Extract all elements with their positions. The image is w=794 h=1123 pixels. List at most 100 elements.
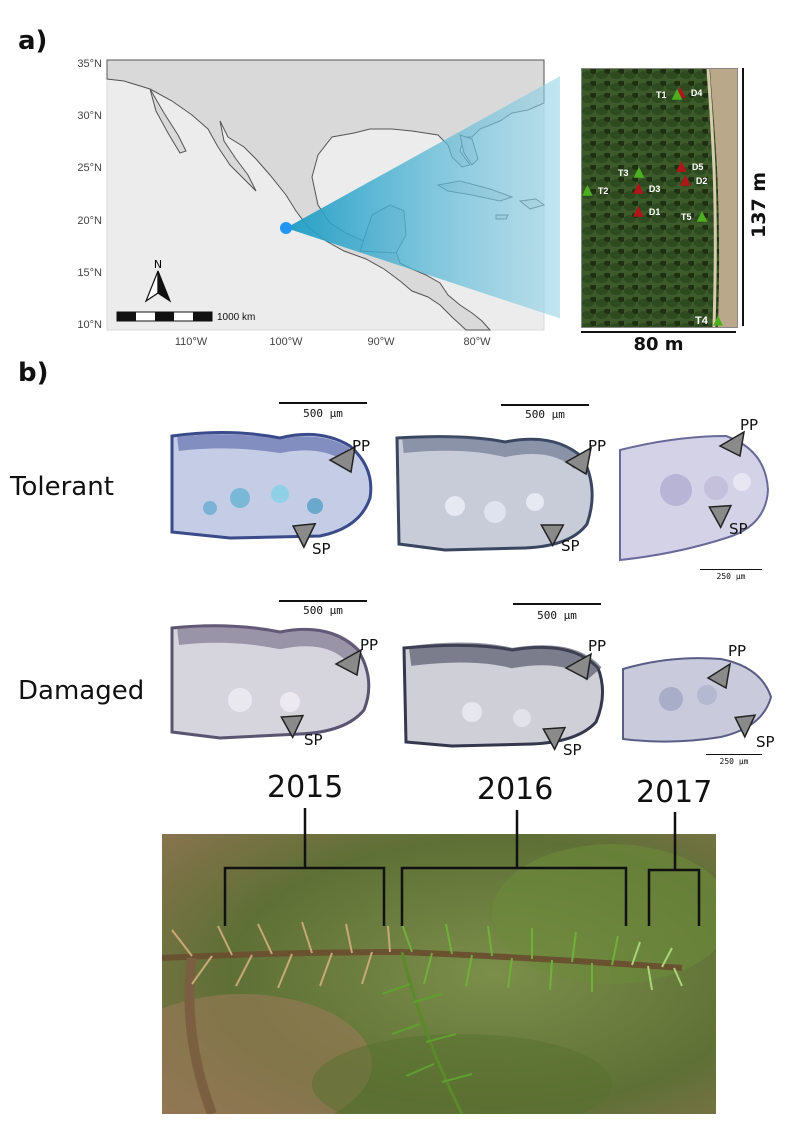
- scale-bar-500-tol-2016: [501, 404, 589, 406]
- bracket-2016: [400, 866, 628, 926]
- tree-icon: ▲: [680, 172, 691, 188]
- sp-arrow-icon: [280, 714, 305, 740]
- pp-arrow-icon: [334, 648, 362, 677]
- tree-marker-t1: T1 ▲: [656, 86, 683, 102]
- tree-icon: ▲: [671, 86, 683, 102]
- tree-icon: ▲: [633, 164, 645, 180]
- tissue-arrows: [280, 430, 757, 752]
- pp-arrow-icon: [564, 652, 592, 681]
- scale-bar-label: 250 µm: [719, 757, 749, 766]
- tree-marker-d3: ▲ D3: [633, 180, 661, 196]
- pp-label: PP: [728, 642, 747, 660]
- scale-bar-label: 500 µm: [537, 609, 577, 622]
- scale-bar-250-tol-2017: [700, 569, 762, 570]
- location-map: 35°N 30°N 25°N 20°N 15°N 10°N 110°W 100°…: [77, 58, 560, 348]
- micrograph-tolerant-2015: [170, 430, 373, 540]
- site-satellite-image: ▲ D4 T1 ▲ ▲ D5 ▲ D2 T3 ▲ ▲ D3 ▲ T2 ▲ D1 …: [581, 68, 738, 328]
- tree-icon: ▲: [712, 313, 723, 328]
- sp-arrow-icon: [540, 524, 565, 547]
- tree-icon: ▲: [676, 158, 687, 174]
- scale-bar-label: 500 µm: [303, 407, 343, 420]
- tree-icon: ▲: [582, 182, 593, 198]
- pp-arrow-icon: [706, 662, 732, 690]
- scale-bar-250-dam-2017: [706, 754, 762, 755]
- branch-photo-illustration: [162, 834, 716, 1114]
- map-scale-bar: 1000 km: [116, 311, 255, 323]
- site-marker: [280, 222, 292, 234]
- tree-icon: ▲: [633, 203, 644, 219]
- scale-bar-500-dam-2015: [279, 600, 367, 602]
- svg-text:N: N: [154, 258, 162, 271]
- micrograph-damaged-2015: [170, 624, 371, 740]
- sp-arrow-icon: [542, 726, 567, 752]
- panel-a-label: a): [18, 26, 48, 56]
- sp-label: SP: [312, 540, 331, 558]
- sp-arrow-icon: [734, 714, 757, 739]
- pp-arrow-icon: [718, 430, 746, 458]
- site-width-scale-line: [581, 331, 736, 333]
- lon-tick: 90°W: [367, 336, 395, 348]
- row-label-tolerant: Tolerant: [10, 472, 114, 502]
- zoom-projection-cone: [286, 76, 560, 319]
- bracket-2017: [647, 868, 701, 926]
- sp-label: SP: [304, 731, 323, 749]
- sp-label: SP: [729, 520, 748, 538]
- tree-icon: ▲: [633, 180, 644, 196]
- tree-icon: ▲: [675, 84, 686, 100]
- sp-label: SP: [561, 537, 580, 555]
- sp-label: SP: [756, 733, 775, 751]
- satellite-canopy: [582, 69, 737, 327]
- pp-label: PP: [588, 637, 607, 655]
- tree-marker-t5: T5 ▲: [681, 208, 708, 224]
- pp-label: PP: [588, 437, 607, 455]
- pp-label: PP: [360, 636, 379, 654]
- lat-tick: 25°N: [77, 162, 102, 174]
- scale-bar-500-dam-2016: [513, 603, 601, 605]
- site-width-label: 80 m: [633, 334, 684, 355]
- bracket-2015: [223, 866, 386, 926]
- svg-text:1000 km: 1000 km: [217, 312, 255, 323]
- longitude-ticks: 110°W 100°W 90°W 80°W: [175, 336, 491, 348]
- tree-marker-t4: T4 ▲: [695, 313, 723, 328]
- lat-tick: 35°N: [77, 58, 102, 70]
- baja-california: [149, 88, 187, 154]
- sp-arrow-icon: [291, 522, 317, 549]
- lon-tick: 110°W: [175, 336, 208, 348]
- tree-marker-t3: T3 ▲: [618, 164, 645, 180]
- pp-label: PP: [352, 437, 371, 455]
- row-label-damaged: Damaged: [18, 676, 145, 706]
- pp-label: PP: [740, 416, 759, 434]
- sp-arrow-icon: [708, 504, 733, 530]
- latitude-ticks: 35°N 30°N 25°N 20°N 15°N 10°N: [77, 58, 102, 331]
- sp-label: SP: [563, 741, 582, 759]
- branch-photo: [162, 834, 716, 1114]
- micrograph-damaged-2016: [402, 642, 604, 748]
- lat-tick: 15°N: [77, 267, 102, 279]
- scale-bar-label: 500 µm: [303, 604, 343, 617]
- lon-tick: 80°W: [463, 336, 491, 348]
- scale-bar-label: 500 µm: [525, 408, 565, 421]
- scale-bar-label: 250 µm: [716, 572, 746, 581]
- tree-marker-d2: ▲ D2: [680, 172, 708, 188]
- scale-bar-500-tol-2015: [279, 402, 367, 404]
- year-label-2016: 2016: [477, 772, 554, 807]
- year-label-2017: 2017: [636, 775, 713, 810]
- tree-icon: ▲: [696, 208, 708, 224]
- micrograph-damaged-2017: [622, 657, 773, 743]
- pp-arrow-icon: [564, 446, 593, 476]
- lat-tick: 30°N: [77, 110, 102, 122]
- tree-marker-t2: ▲ T2: [582, 182, 609, 198]
- year-label-2015: 2015: [267, 770, 344, 805]
- lat-tick: 20°N: [77, 215, 102, 227]
- tree-marker-d4: ▲ D4: [675, 84, 703, 100]
- north-arrow-icon: N: [144, 258, 172, 303]
- site-height-scale-line: [742, 68, 744, 326]
- lat-tick: 10°N: [77, 319, 102, 331]
- tree-marker-d5: ▲ D5: [676, 158, 704, 174]
- panel-b-label: b): [18, 358, 49, 388]
- pp-arrow-icon: [328, 445, 356, 474]
- tree-marker-d1: ▲ D1: [633, 203, 661, 219]
- lon-tick: 100°W: [269, 336, 303, 348]
- micrograph-tolerant-2017: [619, 434, 770, 562]
